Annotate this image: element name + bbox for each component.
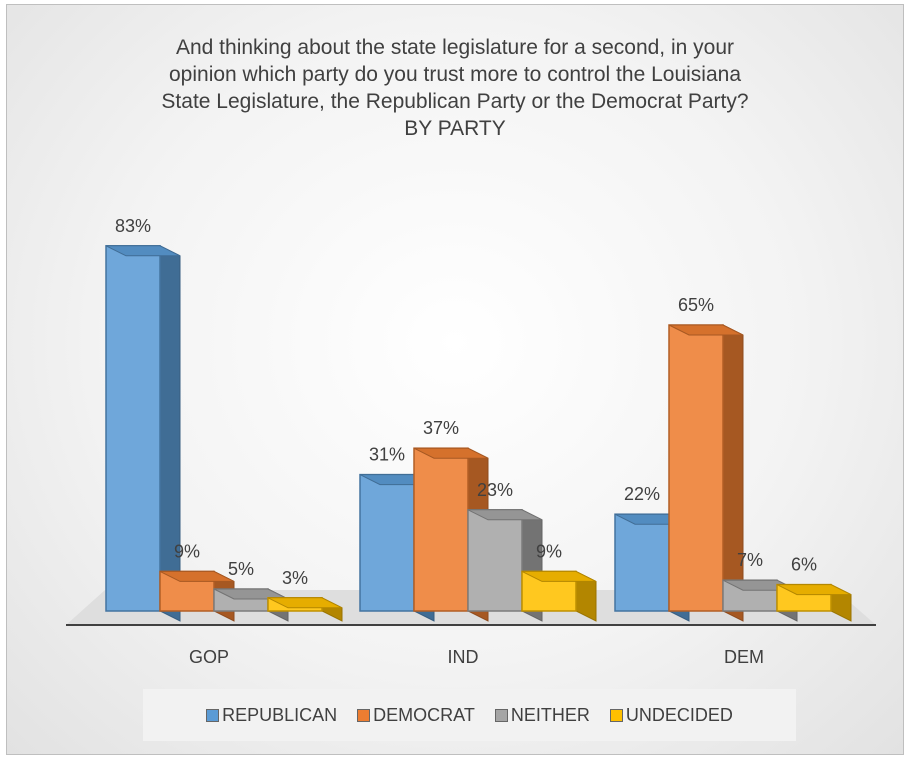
bar-top-undecided-gop [267,597,343,609]
legend-item-republican: REPUBLICAN [206,705,337,726]
data-label-republican-ind: 31% [369,445,405,465]
bar-democrat-dem [668,324,744,622]
legend-item-democrat: DEMOCRAT [357,705,475,726]
data-label-democrat-ind: 37% [423,418,459,438]
bar-democrat-gop [159,570,235,622]
bar-republican-gop [105,244,181,622]
legend-item-undecided: UNDECIDED [609,704,733,726]
bar-undecided-gop [267,596,343,622]
data-label-neither-dem: 7% [737,550,763,570]
bar-top-neither-ind [467,509,543,521]
chart-title-line-1: And thinking about the state legislature… [175,36,735,59]
legend-label-undecided: UNDECIDED [625,704,733,725]
bar-side-democrat-dem [722,324,744,622]
legend-label-neither: NEITHER [510,704,590,725]
legend-label-democrat: DEMOCRAT [373,704,475,725]
chart-title-line-4: BY PARTY [404,117,506,140]
data-label-republican-gop: 83% [115,216,151,236]
bar-top-democrat-ind [413,447,489,459]
data-label-democrat-dem: 65% [678,295,714,315]
legend-swatch-undecided [609,708,623,722]
data-label-republican-dem: 22% [624,484,660,504]
legend-swatch-neither [494,708,508,722]
bar-top-undecided-ind [521,570,597,582]
bar-top-democrat-gop [159,570,235,582]
legend-label-republican: REPUBLICAN [222,704,338,725]
legend-swatch-democrat [357,708,371,722]
data-label-undecided-gop: 3% [282,568,308,588]
labels-layer: 83% 9% 5% 3% GOP 31% 37% 23% 9% IND 22% 65% 7% 6% DEM [115,216,817,667]
chart-title-line-2: opinion which party do you trust more to… [169,63,741,86]
bar-top-republican-gop [105,245,181,257]
data-label-neither-gop: 5% [228,559,254,579]
data-label-neither-ind: 23% [477,480,513,500]
chart-title: And thinking about the state legislature… [60,34,850,142]
data-label-democrat-gop: 9% [174,541,200,561]
bar-front-republican-dem [614,513,670,612]
bar-top-democrat-dem [668,324,744,336]
bar-front-democrat-dem [668,324,724,612]
legend: REPUBLICAN DEMOCRAT NEITHER UNDECIDED [143,689,796,741]
bar-front-democrat-ind [413,447,469,612]
bar-side-republican-gop [159,244,181,622]
bar-undecided-ind [521,570,597,622]
legend-swatch-republican [206,708,220,722]
bar-front-republican-ind [359,473,415,612]
data-label-undecided-dem: 6% [791,555,817,575]
category-label-ind: IND [448,647,479,667]
chart-title-line-3: State Legislature, the Republican Party … [161,90,749,113]
category-label-dem: DEM [724,647,764,667]
bar-top-undecided-dem [776,584,852,596]
bar-front-neither-ind [467,509,523,612]
legend-item-neither: NEITHER [494,704,590,726]
bar-undecided-dem [776,583,852,622]
category-label-gop: GOP [189,647,229,667]
bar-front-republican-gop [105,245,161,612]
bars-layer [105,244,852,622]
data-label-undecided-ind: 9% [536,541,562,561]
